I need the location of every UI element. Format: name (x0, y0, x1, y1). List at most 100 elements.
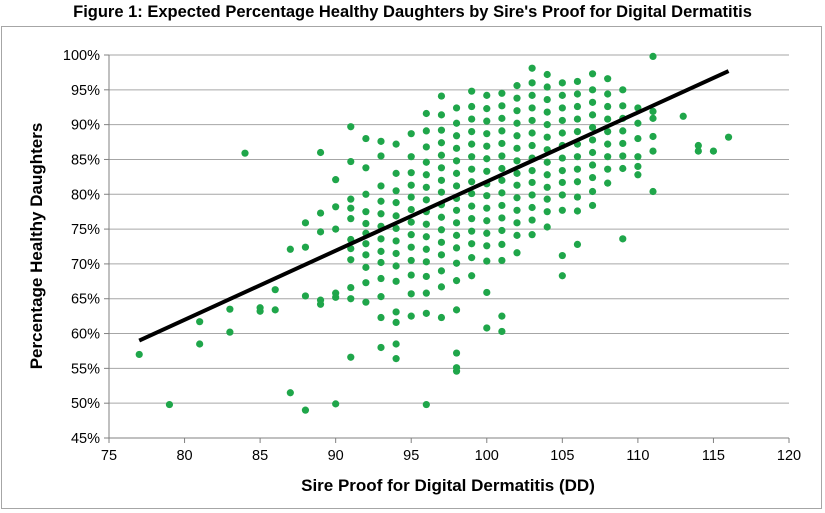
data-point (498, 139, 506, 148)
data-point (483, 142, 491, 150)
data-point (513, 107, 521, 115)
data-point (528, 104, 536, 112)
data-point (498, 312, 506, 320)
data-point (407, 290, 415, 298)
y-tick-label: 60% (71, 327, 100, 343)
data-point (332, 225, 340, 233)
data-point (437, 126, 446, 134)
data-point (407, 130, 415, 138)
data-point (286, 245, 294, 253)
data-point (528, 191, 536, 199)
x-tick-label: 95 (403, 448, 419, 464)
data-point (377, 182, 385, 190)
data-point (392, 199, 400, 207)
data-point (437, 164, 446, 172)
data-point (588, 123, 597, 132)
data-point (483, 105, 491, 113)
data-point (513, 231, 521, 239)
data-point (634, 119, 642, 127)
data-point (528, 79, 536, 87)
data-point (483, 229, 491, 237)
data-point (573, 115, 582, 123)
data-point (362, 219, 370, 228)
data-point (437, 267, 446, 275)
data-point (437, 313, 446, 322)
data-point (362, 240, 370, 248)
x-tick-label: 90 (328, 448, 344, 464)
data-point (634, 153, 642, 161)
data-point (422, 258, 430, 266)
data-point (422, 272, 430, 281)
data-point (558, 91, 566, 99)
data-point (558, 166, 566, 175)
data-point (196, 340, 204, 348)
data-point (498, 102, 506, 110)
data-point (528, 91, 536, 99)
data-point (407, 169, 415, 177)
data-point (437, 111, 446, 119)
data-point (452, 157, 461, 165)
data-point (407, 181, 415, 189)
data-point (392, 262, 400, 270)
data-point (498, 189, 506, 197)
data-point (301, 243, 310, 251)
data-point (498, 226, 506, 235)
data-point (347, 283, 355, 292)
data-point (377, 343, 385, 352)
data-point (468, 240, 476, 248)
data-point (468, 272, 476, 280)
data-point (498, 240, 506, 249)
data-point (528, 203, 536, 212)
data-point (468, 189, 476, 198)
data-point (316, 300, 325, 308)
y-tick-label: 45% (71, 431, 100, 447)
data-point (377, 274, 385, 283)
data-point (604, 90, 612, 98)
data-point (573, 102, 582, 111)
data-point (694, 141, 702, 150)
data-point (468, 153, 476, 161)
data-point (362, 279, 370, 287)
data-point (588, 98, 597, 106)
data-point (422, 220, 430, 228)
data-point (347, 123, 355, 131)
data-point (649, 114, 657, 122)
data-point (392, 169, 400, 177)
data-point (588, 111, 597, 119)
data-point (604, 153, 612, 161)
data-point (407, 231, 415, 239)
data-point (558, 251, 566, 260)
data-point (452, 259, 461, 267)
x-tick-label: 115 (702, 448, 725, 464)
data-point (377, 258, 385, 267)
data-point (573, 90, 582, 98)
data-point (301, 406, 310, 414)
data-point (392, 249, 400, 258)
data-point (513, 119, 521, 127)
chart-title: Figure 1: Expected Percentage Healthy Da… (73, 3, 752, 21)
data-point (619, 152, 627, 160)
gridlines (104, 54, 790, 443)
data-point (468, 254, 476, 262)
data-point (558, 272, 566, 280)
data-point (528, 216, 536, 224)
data-point (452, 349, 461, 357)
data-point (483, 242, 491, 250)
y-tick-label: 70% (71, 257, 100, 273)
data-point (498, 89, 506, 97)
data-point (437, 251, 446, 259)
data-point (513, 219, 521, 227)
data-point (392, 308, 400, 316)
data-point (528, 64, 536, 72)
data-point (422, 171, 430, 179)
y-tick-label: 100% (63, 48, 100, 64)
data-point (513, 144, 521, 152)
data-point (573, 240, 582, 249)
data-point (588, 136, 597, 144)
data-point (483, 324, 491, 332)
data-point (573, 207, 582, 215)
data-point (573, 178, 582, 186)
data-point (286, 389, 294, 397)
data-point (422, 245, 430, 253)
data-point (437, 151, 446, 159)
